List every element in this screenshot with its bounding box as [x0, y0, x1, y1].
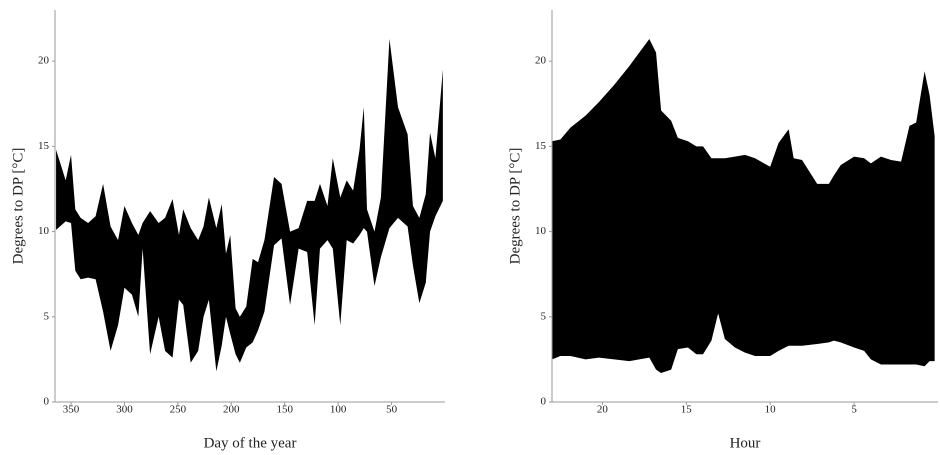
- y-axis-label: Degrees to DP [°C]: [10, 148, 26, 265]
- y-tick-label: 5: [541, 310, 547, 322]
- x-axis-label: Hour: [730, 435, 761, 451]
- x-tick-label: 10: [765, 404, 777, 416]
- x-tick-label: 15: [681, 404, 693, 416]
- x-tick-label: 300: [116, 404, 133, 416]
- y-tick-label: 20: [38, 55, 50, 67]
- x-tick-label: 200: [223, 404, 240, 416]
- x-axis-label: Day of the year: [204, 435, 297, 451]
- x-tick-label: 150: [276, 404, 293, 416]
- range-band: [552, 38, 935, 374]
- range-band: [56, 38, 443, 372]
- y-tick-label: 0: [44, 396, 50, 408]
- x-tick-label: 5: [851, 404, 857, 416]
- y-axis-label: Degrees to DP [°C]: [507, 148, 523, 265]
- y-tick-label: 15: [38, 140, 50, 152]
- x-tick-label: 20: [597, 404, 609, 416]
- y-tick-label: 10: [38, 225, 50, 237]
- x-tick-label: 100: [330, 404, 347, 416]
- y-tick-label: 10: [535, 225, 547, 237]
- x-tick-label: 250: [170, 404, 187, 416]
- x-tick-label: 350: [63, 404, 80, 416]
- x-tick-label: 50: [386, 404, 398, 416]
- y-tick-label: 15: [535, 140, 547, 152]
- y-tick-label: 20: [535, 55, 547, 67]
- y-tick-label: 5: [44, 310, 50, 322]
- y-tick-label: 0: [541, 396, 547, 408]
